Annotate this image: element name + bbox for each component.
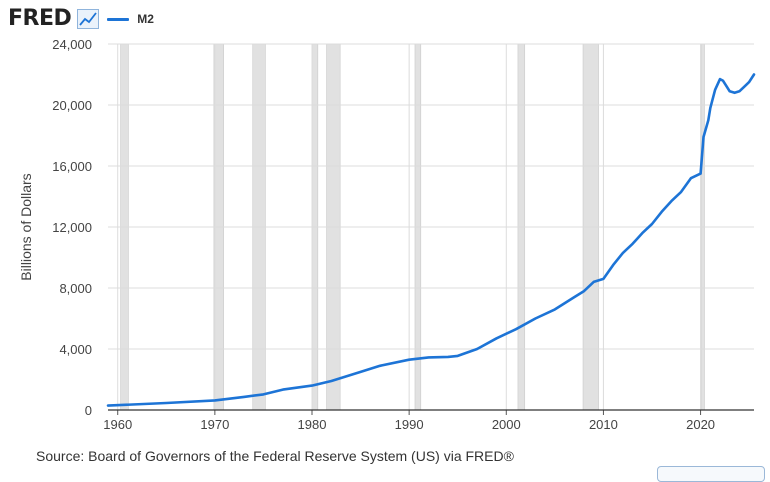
x-tick-label: 1960 xyxy=(103,417,132,432)
legend-swatch-m2 xyxy=(107,17,130,21)
source-note: Source: Board of Governors of the Federa… xyxy=(36,448,514,464)
chart-header: FRED M2 xyxy=(8,4,154,34)
x-tick-label: 1970 xyxy=(200,417,229,432)
x-tick-label: 1990 xyxy=(395,417,424,432)
x-tick-label: 1980 xyxy=(298,417,327,432)
x-tick-label: 2020 xyxy=(686,417,715,432)
fred-logo[interactable]: FRED xyxy=(8,6,72,31)
y-axis-title: Billions of Dollars xyxy=(18,173,34,280)
y-tick-label: 16,000 xyxy=(52,159,92,174)
y-tick-label: 4,000 xyxy=(59,342,92,357)
y-tick-label: 12,000 xyxy=(52,220,92,235)
x-tick-label: 2010 xyxy=(589,417,618,432)
partial-button[interactable] xyxy=(657,466,765,482)
series-line-m2 xyxy=(106,73,756,407)
y-tick-label: 8,000 xyxy=(59,281,92,296)
x-tick-label: 2000 xyxy=(492,417,521,432)
legend-label-m2: M2 xyxy=(137,12,154,26)
chart-legend: M2 xyxy=(107,12,154,26)
y-tick-label: 20,000 xyxy=(52,98,92,113)
line-chart: 0 4,000 8,000 12,000 16,000 20,000 24,000 1960 1… xyxy=(18,37,756,432)
y-tick-label: 0 xyxy=(85,403,92,418)
trend-line-icon[interactable] xyxy=(77,9,100,29)
y-tick-label: 24,000 xyxy=(52,37,92,52)
